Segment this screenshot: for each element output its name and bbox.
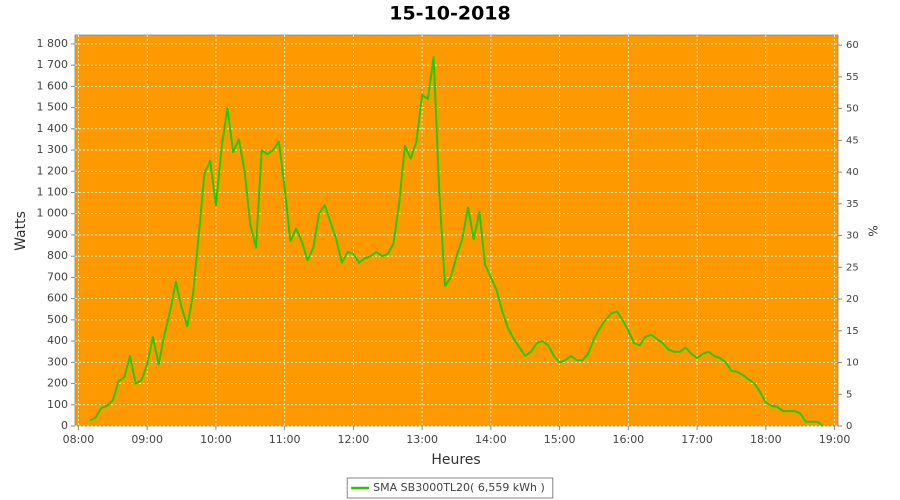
y-tick-label: 1 700 bbox=[37, 58, 69, 71]
y-tick-label: 900 bbox=[47, 228, 68, 241]
y2-tick-label: 30 bbox=[846, 231, 859, 242]
x-tick-label: 18:00 bbox=[750, 433, 782, 446]
y-tick-label: 1 100 bbox=[37, 186, 69, 199]
y-tick-label: 200 bbox=[47, 377, 68, 390]
x-tick-label: 10:00 bbox=[200, 433, 232, 446]
y2-tick-label: 15 bbox=[846, 326, 859, 337]
x-tick-label: 11:00 bbox=[269, 433, 301, 446]
legend: SMA SB3000TL20( 6,559 kWh ) bbox=[346, 477, 554, 499]
y2-tick-label: 35 bbox=[846, 199, 859, 210]
y2-tick-label: 20 bbox=[846, 294, 859, 305]
y2-tick-label: 40 bbox=[846, 167, 859, 178]
y2-tick-label: 25 bbox=[846, 262, 859, 273]
y-axis-label: Watts bbox=[13, 211, 29, 251]
x-tick-label: 08:00 bbox=[63, 433, 95, 446]
x-tick-label: 09:00 bbox=[131, 433, 163, 446]
y-tick-label: 1 800 bbox=[37, 37, 69, 50]
y2-tick-label: 5 bbox=[846, 389, 852, 400]
y-tick-label: 400 bbox=[47, 334, 68, 347]
legend-label: SMA SB3000TL20( 6,559 kWh ) bbox=[373, 481, 545, 494]
x-tick-label: 19:00 bbox=[819, 433, 851, 446]
y-tick-label: 700 bbox=[47, 270, 68, 283]
y2-tick-label: 45 bbox=[846, 135, 859, 146]
y-tick-label: 100 bbox=[47, 398, 68, 411]
y-tick-label: 1 300 bbox=[37, 143, 69, 156]
y2-tick-label: 10 bbox=[846, 358, 859, 369]
y-tick-label: 800 bbox=[47, 249, 68, 262]
y-tick-label: 1 600 bbox=[37, 79, 69, 92]
y2-tick-label: 60 bbox=[846, 40, 859, 51]
x-tick-label: 17:00 bbox=[681, 433, 713, 446]
y-tick-label: 1 500 bbox=[37, 101, 69, 114]
y2-tick-label: 55 bbox=[846, 72, 859, 83]
legend-box bbox=[346, 477, 554, 499]
y2-axis-label: % bbox=[866, 225, 880, 236]
x-tick-label: 13:00 bbox=[406, 433, 438, 446]
y-tick-label: 500 bbox=[47, 313, 68, 326]
x-tick-label: 14:00 bbox=[475, 433, 507, 446]
y-tick-label: 600 bbox=[47, 292, 68, 305]
y-tick-label: 1 000 bbox=[37, 207, 69, 220]
y-tick-label: 300 bbox=[47, 355, 68, 368]
y-tick-label: 1 400 bbox=[37, 122, 69, 135]
x-tick-label: 15:00 bbox=[544, 433, 576, 446]
y2-tick-label: 0 bbox=[846, 421, 852, 432]
y-tick-label: 0 bbox=[61, 419, 68, 432]
y-tick-label: 1 200 bbox=[37, 164, 69, 177]
x-tick-label: 16:00 bbox=[612, 433, 644, 446]
x-axis-label: Heures bbox=[431, 452, 480, 468]
x-tick-label: 12:00 bbox=[338, 433, 370, 446]
y2-tick-label: 50 bbox=[846, 104, 859, 115]
data-line bbox=[89, 55, 824, 427]
chart-title: 15-10-2018 bbox=[389, 3, 511, 25]
plot-area bbox=[74, 34, 839, 427]
